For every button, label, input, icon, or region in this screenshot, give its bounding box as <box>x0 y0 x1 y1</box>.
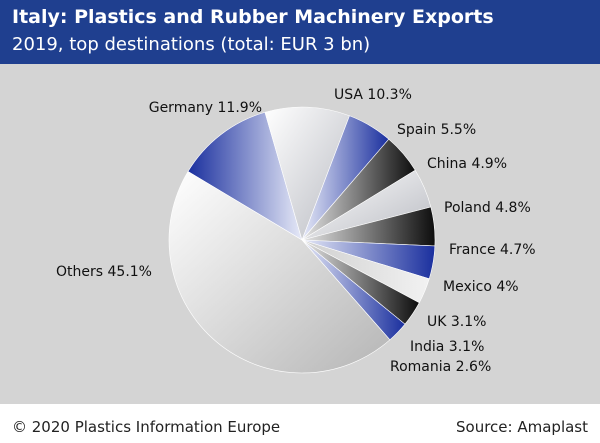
slice-label-china: China 4.9% <box>427 156 507 172</box>
pie-slice-others <box>168 171 391 374</box>
chart-header: Italy: Plastics and Rubber Machinery Exp… <box>0 0 600 64</box>
slice-label-mexico: Mexico 4% <box>443 279 519 295</box>
plot-area: Germany 11.9% USA 10.3% Spain 5.5% China 4.… <box>0 64 600 404</box>
source-text: Source: Amaplast <box>456 418 588 436</box>
chart-subtitle: 2019, top destinations (total: EUR 3 bn) <box>12 34 371 55</box>
slice-label-romania: Romania 2.6% <box>390 359 491 375</box>
slice-label-uk: UK 3.1% <box>427 314 486 330</box>
copyright-text: © 2020 Plastics Information Europe <box>12 418 281 436</box>
slice-label-germany: Germany 11.9% <box>149 100 262 116</box>
pie-slice-usa <box>264 106 350 241</box>
slice-label-spain: Spain 5.5% <box>397 122 476 138</box>
slice-label-france: France 4.7% <box>449 242 536 258</box>
pie-slice-germany <box>187 111 303 241</box>
slice-label-poland: Poland 4.8% <box>444 200 531 216</box>
slice-label-india: India 3.1% <box>410 339 484 355</box>
chart-footer: © 2020 Plastics Information Europe Sourc… <box>0 404 600 443</box>
slice-label-usa: USA 10.3% <box>334 87 412 103</box>
pie-chart: Germany 11.9% USA 10.3% Spain 5.5% China 4.… <box>56 87 536 375</box>
slice-label-others: Others 45.1% <box>56 264 152 280</box>
chart-title: Italy: Plastics and Rubber Machinery Exp… <box>12 6 494 28</box>
